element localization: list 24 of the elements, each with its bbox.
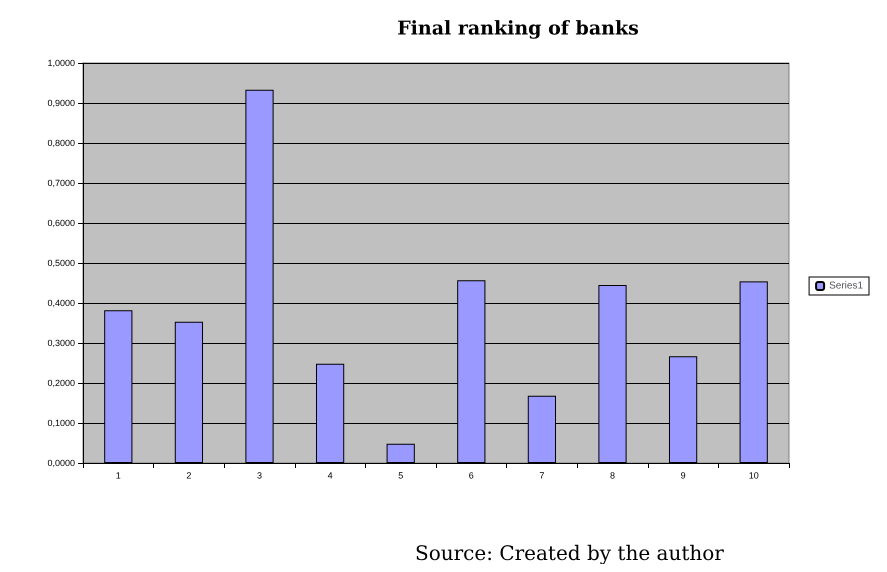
y-tick-label: 0,8000 bbox=[47, 138, 75, 148]
y-tick-label: 0,4000 bbox=[47, 298, 75, 308]
x-tick-label: 3 bbox=[256, 470, 262, 480]
x-tick-label: 10 bbox=[748, 470, 759, 480]
legend-label: Series1 bbox=[829, 280, 864, 292]
x-tick-label: 5 bbox=[398, 470, 404, 480]
y-tick-label: 0,0000 bbox=[47, 458, 75, 468]
x-tick-label: 1 bbox=[116, 470, 121, 480]
x-tick-label: 9 bbox=[680, 470, 686, 480]
x-tick-label: 8 bbox=[610, 470, 616, 480]
y-tick-label: 1,0000 bbox=[47, 58, 75, 68]
x-tick-label: 6 bbox=[468, 470, 474, 480]
x-tick-label: 7 bbox=[539, 470, 544, 480]
y-tick-label: 0,3000 bbox=[47, 338, 75, 348]
bar bbox=[386, 444, 415, 463]
y-tick-label: 0,5000 bbox=[47, 258, 75, 268]
chart-title: Final ranking of banks bbox=[397, 18, 639, 40]
x-tick-label: 2 bbox=[186, 470, 192, 480]
y-tick-label: 0,1000 bbox=[47, 418, 75, 428]
x-tick-label: 4 bbox=[328, 470, 333, 480]
y-tick-label: 0,2000 bbox=[47, 378, 75, 388]
y-tick-label: 0,7000 bbox=[47, 178, 75, 188]
y-tick-label: 0,9000 bbox=[47, 98, 75, 108]
y-tick-label: 0,6000 bbox=[47, 218, 75, 228]
